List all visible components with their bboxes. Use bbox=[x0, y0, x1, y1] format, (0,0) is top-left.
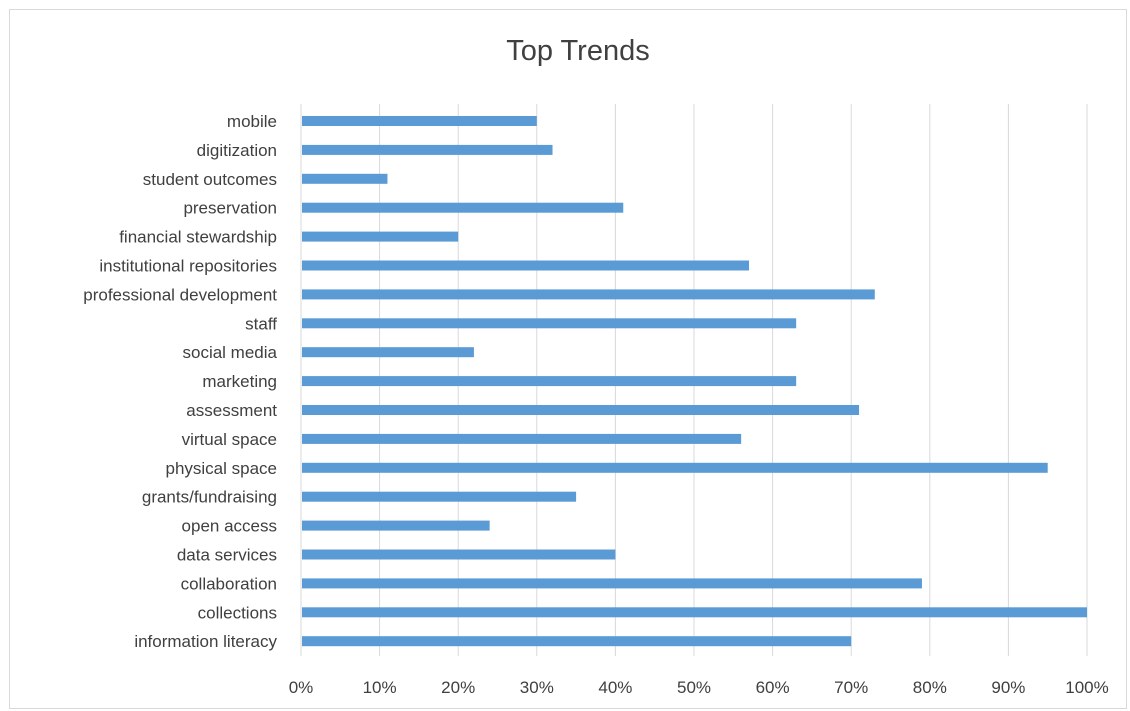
x-tick-label: 80% bbox=[913, 678, 947, 697]
category-label: collaboration bbox=[181, 574, 277, 593]
chart-title: Top Trends bbox=[506, 35, 650, 67]
category-labels: mobile digitization student outcomes preser… bbox=[83, 112, 277, 651]
x-tick-label: 0% bbox=[289, 678, 314, 697]
x-tick-label: 50% bbox=[677, 678, 711, 697]
x-tick-label: 60% bbox=[756, 678, 790, 697]
x-tick-label: 70% bbox=[834, 678, 868, 697]
category-label: institutional repositories bbox=[99, 257, 277, 276]
category-label: student outcomes bbox=[143, 170, 277, 189]
bar bbox=[302, 231, 459, 242]
category-label: virtual space bbox=[182, 430, 277, 449]
bar bbox=[302, 549, 616, 560]
bar bbox=[302, 433, 742, 444]
category-label: staff bbox=[245, 314, 277, 333]
bar bbox=[302, 260, 750, 271]
category-label: professional development bbox=[83, 285, 277, 304]
category-label: information literacy bbox=[134, 632, 277, 651]
category-label: data services bbox=[177, 546, 277, 565]
category-label: open access bbox=[182, 517, 277, 536]
bar bbox=[302, 405, 860, 415]
x-tick-label: 100% bbox=[1065, 678, 1108, 697]
bar bbox=[302, 347, 474, 358]
category-label: marketing bbox=[202, 372, 277, 391]
bar bbox=[302, 636, 852, 647]
x-tick-label: 20% bbox=[441, 678, 475, 697]
bar bbox=[302, 462, 1048, 473]
x-tick-label: 90% bbox=[991, 678, 1025, 697]
category-label: physical space bbox=[165, 459, 277, 478]
bars bbox=[302, 116, 1087, 647]
category-label: social media bbox=[183, 343, 278, 362]
bar bbox=[302, 491, 577, 502]
category-label: preservation bbox=[183, 199, 277, 218]
x-tick-label: 30% bbox=[520, 678, 554, 697]
bar bbox=[302, 144, 553, 155]
category-label: collections bbox=[198, 603, 277, 622]
bar bbox=[302, 578, 922, 589]
x-tick-label: 40% bbox=[598, 678, 632, 697]
category-label: assessment bbox=[186, 401, 277, 420]
bar bbox=[302, 607, 1087, 618]
bar bbox=[302, 376, 797, 387]
bar bbox=[302, 173, 388, 184]
chart-frame bbox=[9, 9, 1127, 709]
bar bbox=[302, 289, 875, 300]
bar bbox=[302, 116, 537, 126]
category-label: digitization bbox=[197, 141, 277, 160]
bar bbox=[302, 318, 797, 329]
bar bbox=[302, 202, 624, 213]
category-label: mobile bbox=[227, 112, 277, 131]
x-tick-label: 10% bbox=[363, 678, 397, 697]
category-label: financial stewardship bbox=[119, 228, 277, 247]
bar bbox=[302, 520, 490, 531]
category-label: grants/fundraising bbox=[142, 488, 277, 507]
x-tick-labels: 0% 10% 20% 30% 40% 50% 60% 70% 80% 90% 100% bbox=[289, 678, 1109, 697]
